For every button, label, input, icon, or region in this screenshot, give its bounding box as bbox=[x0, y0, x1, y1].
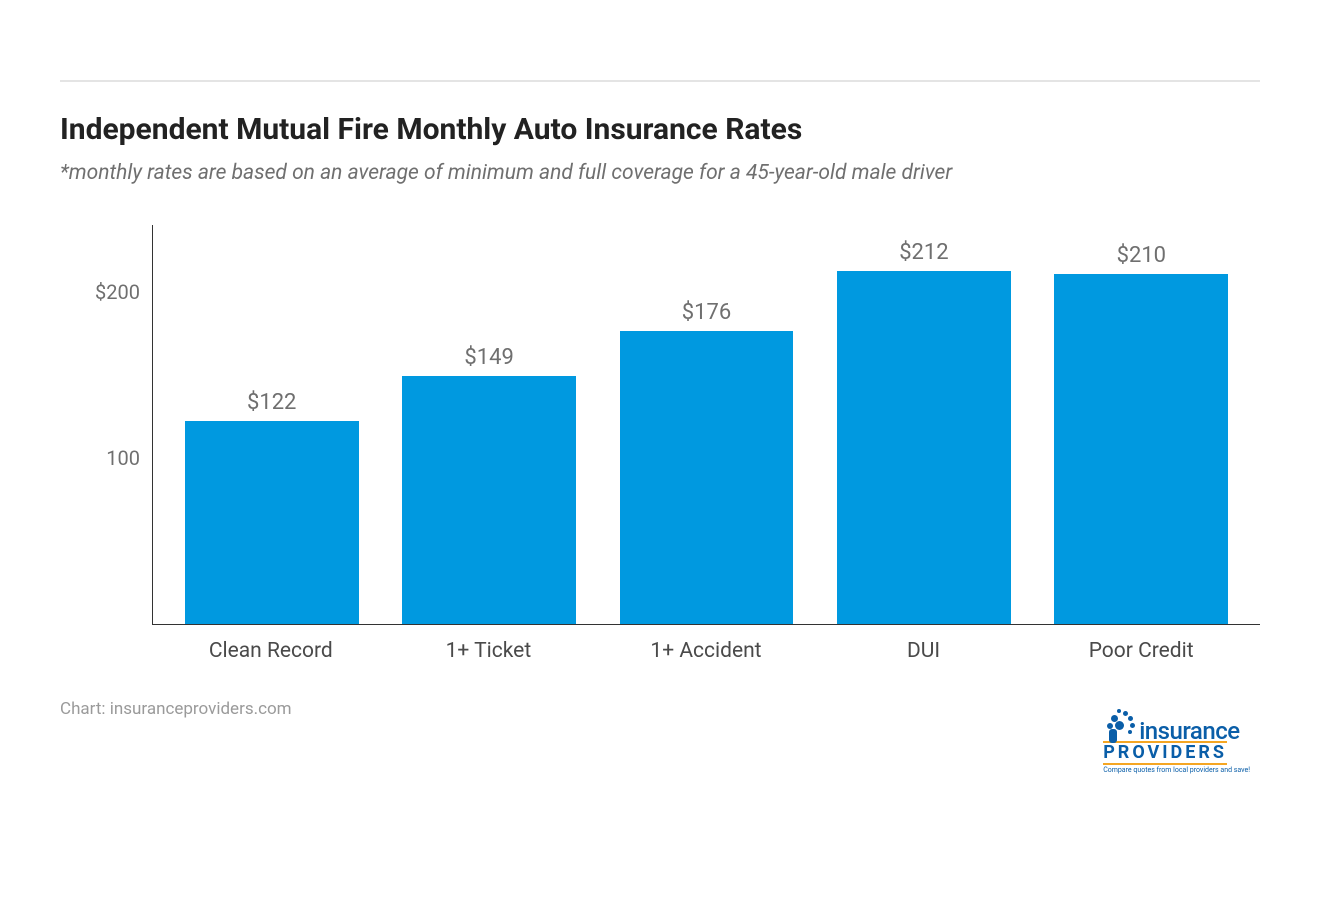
bar-value-label: $149 bbox=[464, 345, 513, 370]
bar bbox=[402, 376, 576, 624]
logo-word-insurance: insurance bbox=[1139, 719, 1239, 743]
y-tick-label: 100 bbox=[106, 446, 140, 470]
bar-value-label: $122 bbox=[247, 390, 296, 415]
bar-slot: $212 bbox=[815, 225, 1032, 624]
bar bbox=[185, 421, 359, 624]
bar-slot: $149 bbox=[380, 225, 597, 624]
bar-slot: $210 bbox=[1033, 225, 1250, 624]
logo-word-providers: PROVIDERS bbox=[1103, 741, 1227, 765]
bar-slot: $176 bbox=[598, 225, 815, 624]
bar bbox=[837, 271, 1011, 624]
x-axis-label: 1+ Ticket bbox=[380, 639, 598, 663]
bar-value-label: $176 bbox=[682, 300, 731, 325]
logo-top-row: insurance bbox=[1103, 709, 1250, 743]
logo-tagline: Compare quotes from local providers and … bbox=[1103, 767, 1250, 774]
logo-dots-icon bbox=[1103, 709, 1137, 743]
x-axis-label: DUI bbox=[815, 639, 1033, 663]
chart-title: Independent Mutual Fire Monthly Auto Ins… bbox=[60, 112, 1260, 147]
chart-subtitle: *monthly rates are based on an average o… bbox=[60, 161, 1260, 185]
y-axis: 100 $200 bbox=[80, 225, 150, 625]
chart-container: Independent Mutual Fire Monthly Auto Ins… bbox=[0, 0, 1320, 814]
bar bbox=[1054, 274, 1228, 624]
bar-slot: $122 bbox=[163, 225, 380, 624]
top-divider bbox=[60, 80, 1260, 82]
bar-value-label: $210 bbox=[1117, 243, 1166, 268]
x-axis-label: Clean Record bbox=[162, 639, 380, 663]
y-tick-label: $200 bbox=[95, 280, 140, 304]
bar bbox=[620, 331, 794, 624]
chart-area: 100 $200 $122 $149 $176 $212 $210 Clean Recor… bbox=[80, 225, 1260, 663]
x-axis-label: 1+ Accident bbox=[597, 639, 815, 663]
x-axis-label: Poor Credit bbox=[1032, 639, 1250, 663]
x-axis-labels: Clean Record1+ Ticket1+ AccidentDUIPoor … bbox=[152, 625, 1260, 663]
brand-logo: insurance PROVIDERS Compare quotes from … bbox=[1103, 709, 1250, 774]
plot-area: $122 $149 $176 $212 $210 bbox=[152, 225, 1260, 625]
bar-value-label: $212 bbox=[899, 240, 948, 265]
